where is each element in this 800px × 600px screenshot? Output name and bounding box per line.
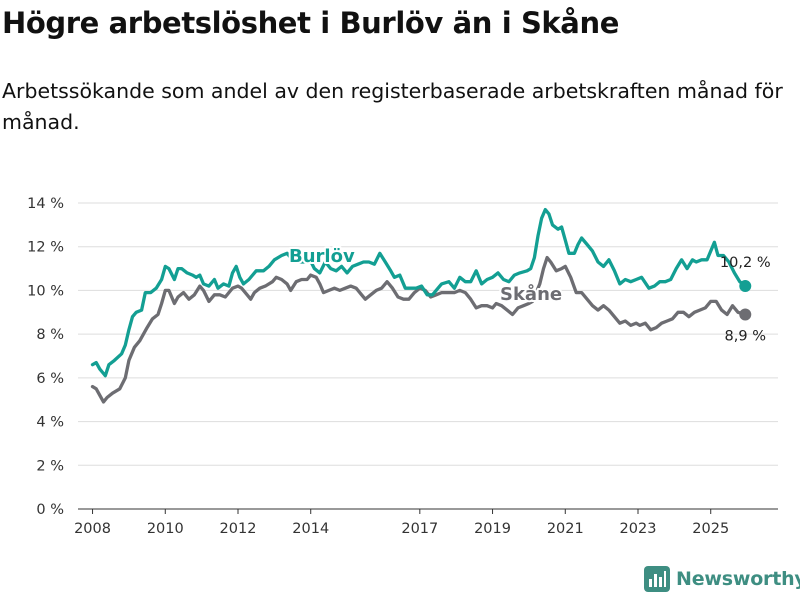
- brand-name: Newsworthy: [676, 568, 800, 590]
- page-subtitle: Arbetssökande som andel av den registerb…: [2, 79, 783, 134]
- x-tick-label: 2010: [147, 521, 184, 537]
- x-tick-label: 2023: [620, 521, 657, 537]
- series-label-skane-halo: Skåne: [500, 283, 562, 305]
- y-axis-ticks: 0 % 2 % 4 % 6 % 8 % 10 % 12 % 14 %: [27, 196, 64, 518]
- y-tick-label: 10 %: [27, 283, 64, 299]
- series-end-dot-skane: [739, 308, 752, 321]
- brand-logo: Newsworthy: [644, 566, 800, 592]
- x-tick-label: 2021: [547, 521, 584, 537]
- y-tick-label: 0 %: [36, 502, 64, 518]
- x-tick-label: 2012: [220, 521, 257, 537]
- series-end-dot-burlov: [739, 280, 752, 293]
- series-label-burlov-halo: Burlöv: [289, 246, 355, 267]
- end-value-label-skane: 8,9 %: [725, 328, 766, 344]
- page-title: Högre arbetslöshet i Burlöv än i Skåne: [2, 6, 619, 40]
- series-label-burlov: Burlöv: [289, 246, 355, 267]
- y-tick-label: 8 %: [36, 327, 64, 343]
- x-tick-label: 2017: [401, 521, 438, 537]
- series-label-skane: Skåne: [500, 283, 562, 305]
- y-tick-label: 12 %: [27, 240, 64, 256]
- series-line-skane: [90, 255, 747, 404]
- y-tick-label: 4 %: [36, 415, 64, 431]
- y-tick-label: 6 %: [36, 371, 64, 387]
- series-lines: [90, 207, 752, 404]
- series-line-burlov: [90, 207, 747, 378]
- grid-lines: [78, 202, 778, 466]
- end-value-label-burlov: 10,2 %: [720, 255, 771, 271]
- x-tick-label: 2014: [292, 521, 329, 537]
- y-tick-label: 14 %: [27, 196, 64, 212]
- x-axis-ticks: 2008 2010 2012 2014 2017 2019 2021 2023 2025: [74, 509, 729, 537]
- x-tick-label: 2008: [74, 521, 111, 537]
- bar-chart-icon: [644, 566, 670, 592]
- x-tick-label: 2025: [692, 521, 729, 537]
- x-tick-label: 2019: [474, 521, 511, 537]
- y-tick-label: 2 %: [36, 458, 64, 474]
